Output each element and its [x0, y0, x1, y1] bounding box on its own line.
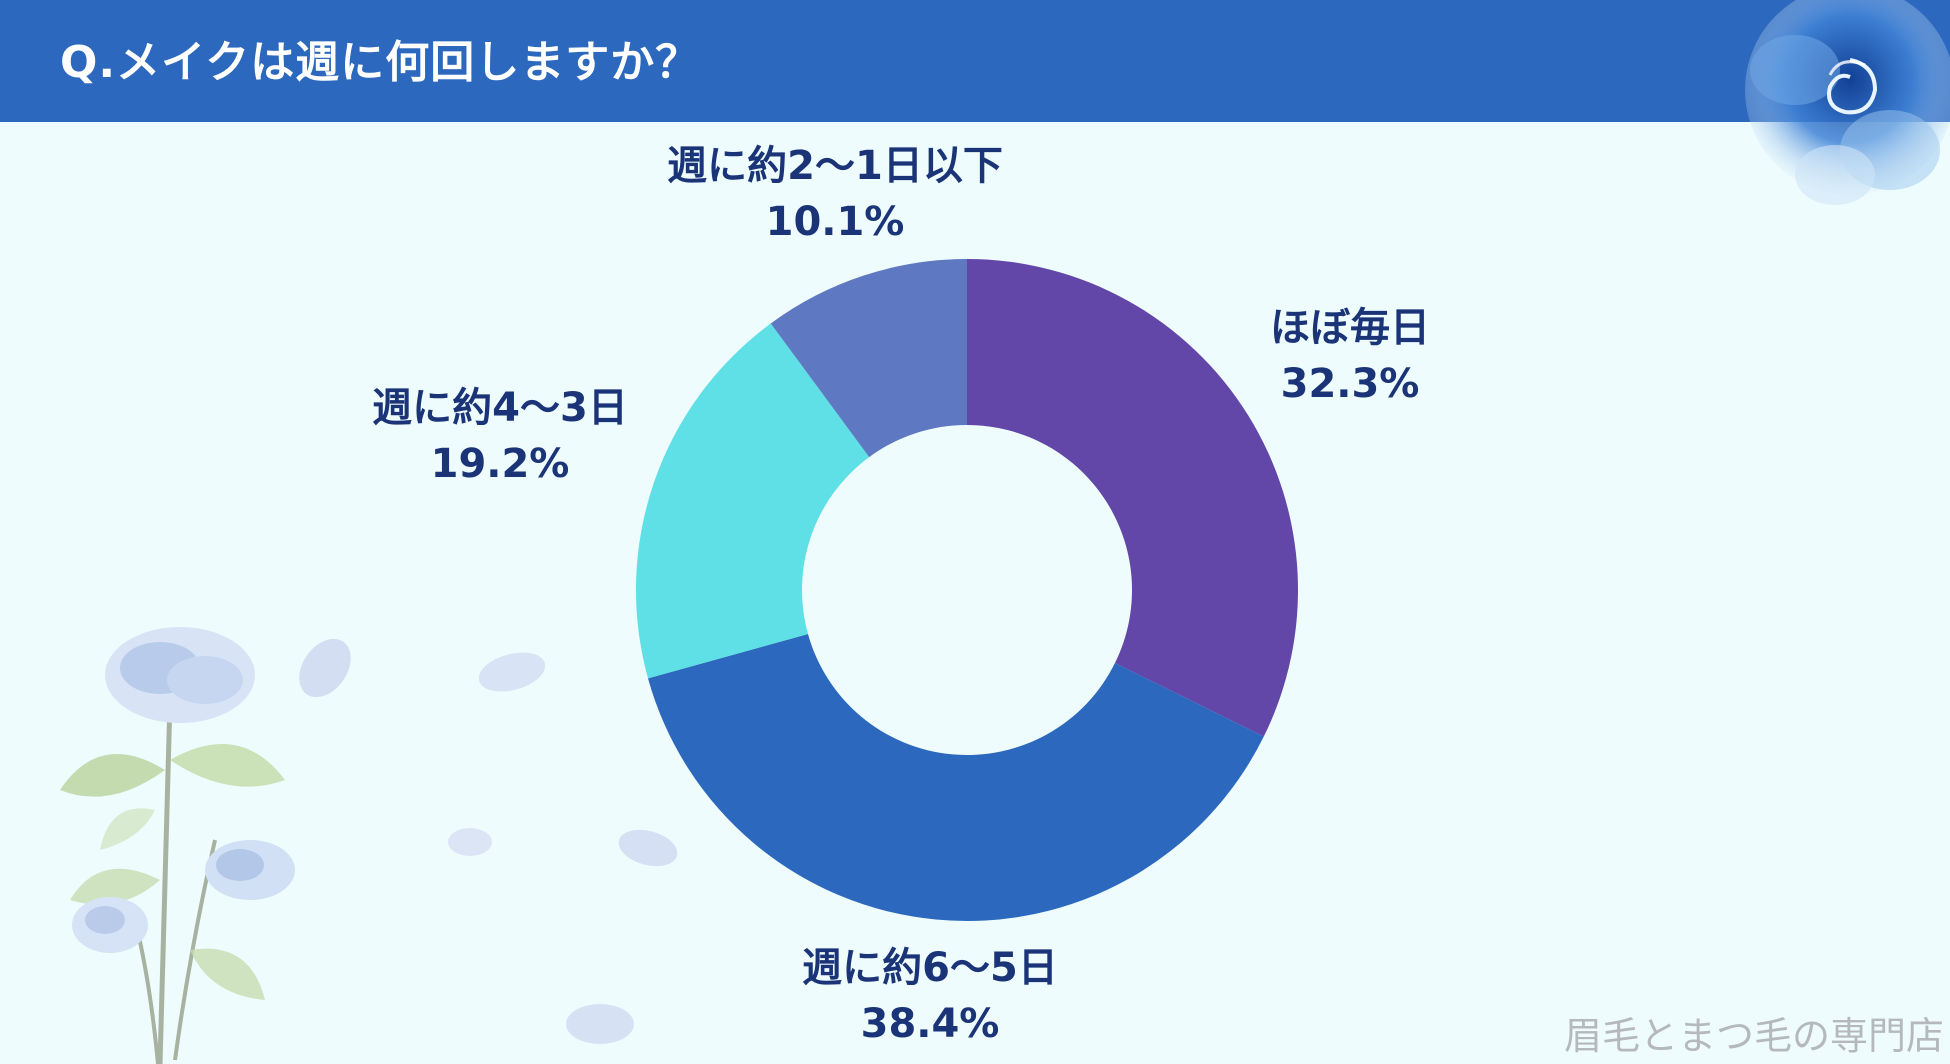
- category-label: ほぼ毎日: [1270, 305, 1430, 351]
- value-label: 32.3%: [1280, 361, 1420, 407]
- title-bar: Q.メイクは週に何回しますか？: [0, 0, 1950, 122]
- rose-stem-decoration: [60, 627, 295, 1064]
- donut-slice-6-5-days: [648, 634, 1264, 921]
- rose-corner-decoration: [1745, 0, 1950, 205]
- category-label: 週に約4～3日: [372, 385, 628, 431]
- value-label: 19.2%: [430, 441, 570, 487]
- footer-brand: 眉毛とまつ毛の専門店: [1563, 1014, 1944, 1058]
- category-label: 週に約2～1日以下: [667, 143, 1003, 189]
- donut-slice-2-1-days: [770, 259, 967, 458]
- slice-label-2-1-days: 週に約2～1日以下 10.1%: [615, 138, 1055, 250]
- category-label: 週に約6～5日: [802, 945, 1058, 991]
- slice-label-6-5-days: 週に約6～5日 38.4%: [740, 940, 1120, 1052]
- slice-label-4-3-days: 週に約4～3日 19.2%: [330, 380, 670, 492]
- slice-label-daily: ほぼ毎日 32.3%: [1250, 300, 1450, 412]
- donut-slice-daily: [967, 259, 1299, 737]
- value-label: 38.4%: [860, 1001, 1000, 1047]
- donut-slice-4-3-days: [635, 323, 870, 679]
- page-title: Q.メイクは週に何回しますか？: [60, 37, 701, 88]
- value-label: 10.1%: [765, 199, 905, 245]
